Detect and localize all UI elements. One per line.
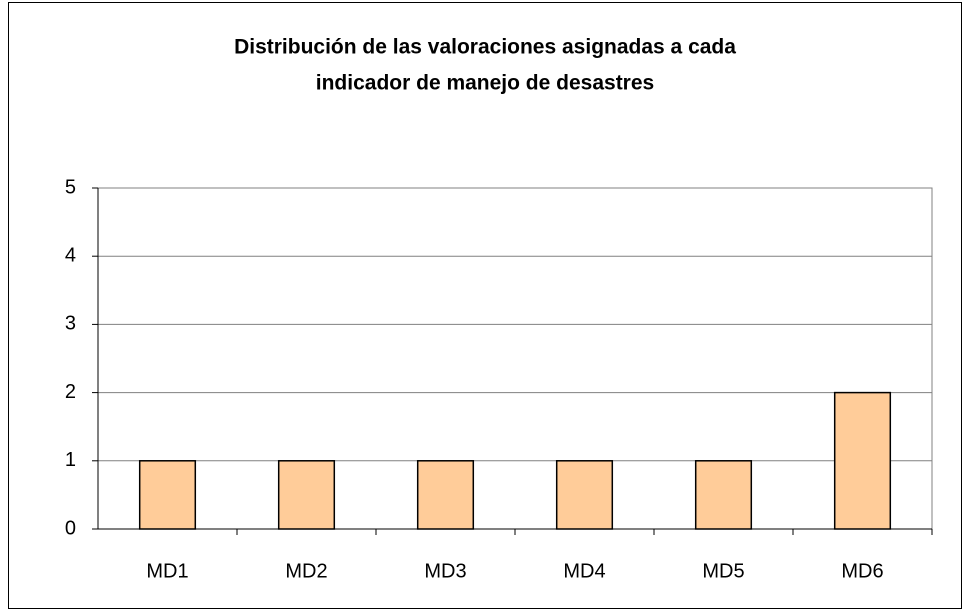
bar (555, 460, 614, 530)
bar (138, 460, 197, 530)
x-tick-label: MD5 (702, 560, 744, 582)
x-tick-label: MD4 (563, 560, 605, 582)
chart-title: Distribución de las valoraciones asignad… (234, 36, 736, 59)
x-tick-label: MD3 (424, 560, 466, 582)
x-tick-label: MD6 (841, 560, 883, 582)
y-tick-label: 0 (65, 517, 76, 539)
chart-title: indicador de manejo de desastres (316, 72, 654, 95)
bar (833, 391, 892, 530)
y-tick-label: 1 (65, 449, 76, 471)
y-tick-label: 5 (65, 176, 76, 198)
bar (277, 460, 336, 530)
bar (416, 460, 475, 530)
x-tick-label: MD2 (285, 560, 327, 582)
x-tick-label: MD1 (146, 560, 188, 582)
bar (694, 460, 753, 530)
y-tick-label: 4 (65, 244, 76, 266)
y-tick-label: 3 (65, 313, 76, 335)
y-tick-label: 2 (65, 381, 76, 403)
